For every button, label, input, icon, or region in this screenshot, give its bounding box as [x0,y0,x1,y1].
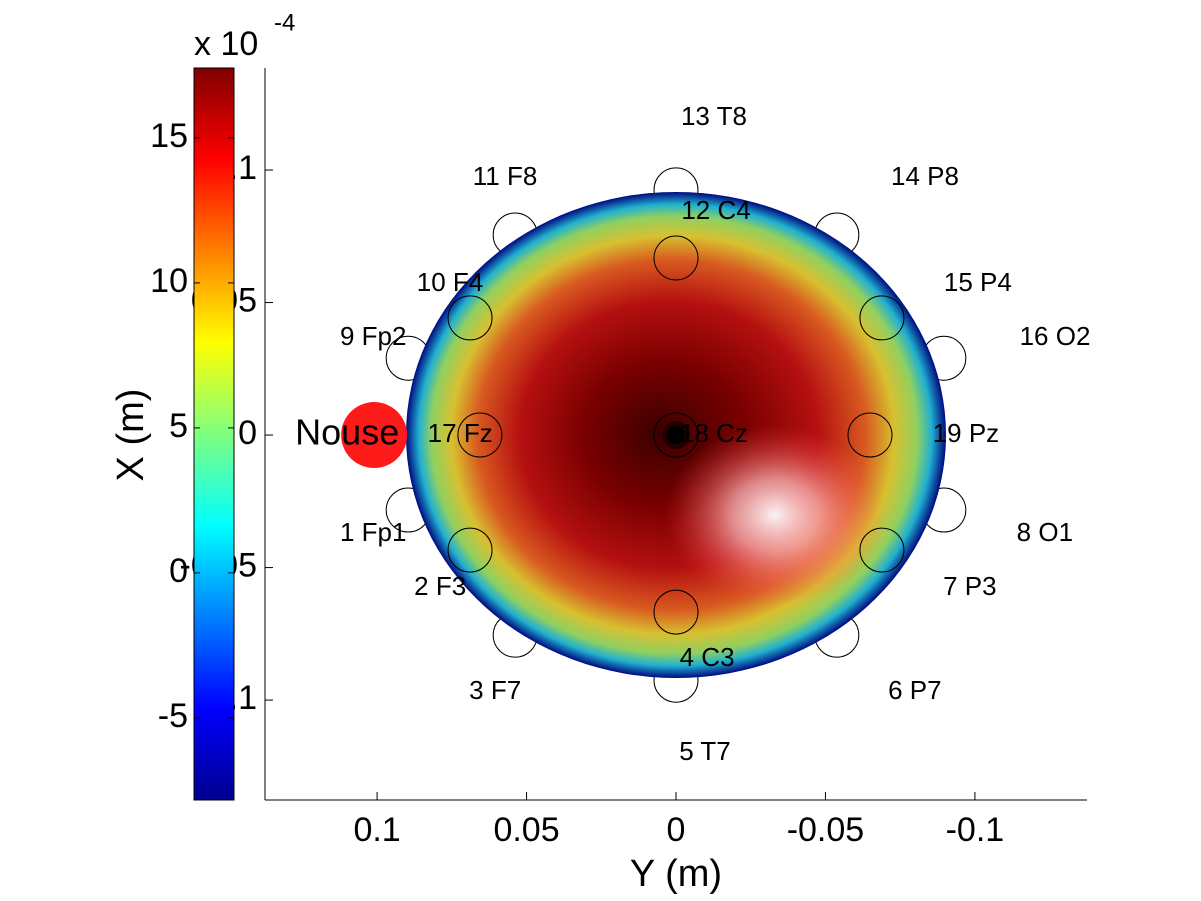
nose-marker [341,402,408,469]
electrode-label: 17 Fz [428,418,493,448]
electrode-label: 7 P3 [943,571,997,601]
electrode-label: 14 P8 [891,161,959,191]
colorbar-tick-label: 10 [150,262,188,300]
electrode-label: 15 P4 [944,267,1012,297]
colorbar-tick-label: 5 [169,407,188,445]
electrode-label: 5 T7 [679,736,731,766]
electrode [859,295,905,341]
electrode-label: 10 F4 [417,267,484,297]
x-tick-label: 0 [667,811,686,849]
x-tick-label: -0.05 [787,811,865,849]
electrode [653,235,699,281]
electrode [447,527,493,573]
electrode-label: 6 P7 [888,675,942,705]
colorbar [193,67,235,801]
x-axis-label: Y (m) [630,853,722,895]
electrode-label: 4 C3 [680,642,735,672]
colorbar-tick-label: 15 [150,117,188,155]
colorbar-exponent: -4 [274,9,295,36]
colorbar-exponent-base: x 10 [194,25,258,63]
electrode-label: 12 C4 [681,195,750,225]
electrode [653,412,699,458]
electrode-label: 8 O1 [1017,517,1073,547]
x-tick-label: -0.1 [946,811,1005,849]
electrode [457,412,503,458]
y-tick-label: 0 [238,414,257,452]
electrode [653,589,699,635]
nose-label: Nouse [295,412,399,453]
electrode [447,295,493,341]
electrode-label: 11 F8 [473,161,538,191]
electrode-label: 13 T8 [681,101,747,131]
electrode-label: 3 F7 [469,675,521,705]
electrode [847,412,893,458]
x-tick-label: 0.1 [353,811,400,849]
head-highlight [665,425,885,605]
x-tick-label: 0.05 [493,811,559,849]
electrode-label: 2 F3 [414,571,466,601]
electrode [859,527,905,573]
electrode-label: 16 O2 [1020,321,1091,351]
y-axis-label: X (m) [110,389,152,482]
colorbar-tick-label: -5 [158,697,188,735]
electrode-center [667,426,685,445]
electrode-label: 9 Fp2 [340,321,407,351]
electrode-label: 1 Fp1 [340,517,407,547]
layer-over [447,235,905,635]
colorbar-tick-label: 0 [169,552,188,590]
electrode-label: 19 Pz [933,418,1000,448]
electrode-label: 18 Cz [680,418,748,448]
